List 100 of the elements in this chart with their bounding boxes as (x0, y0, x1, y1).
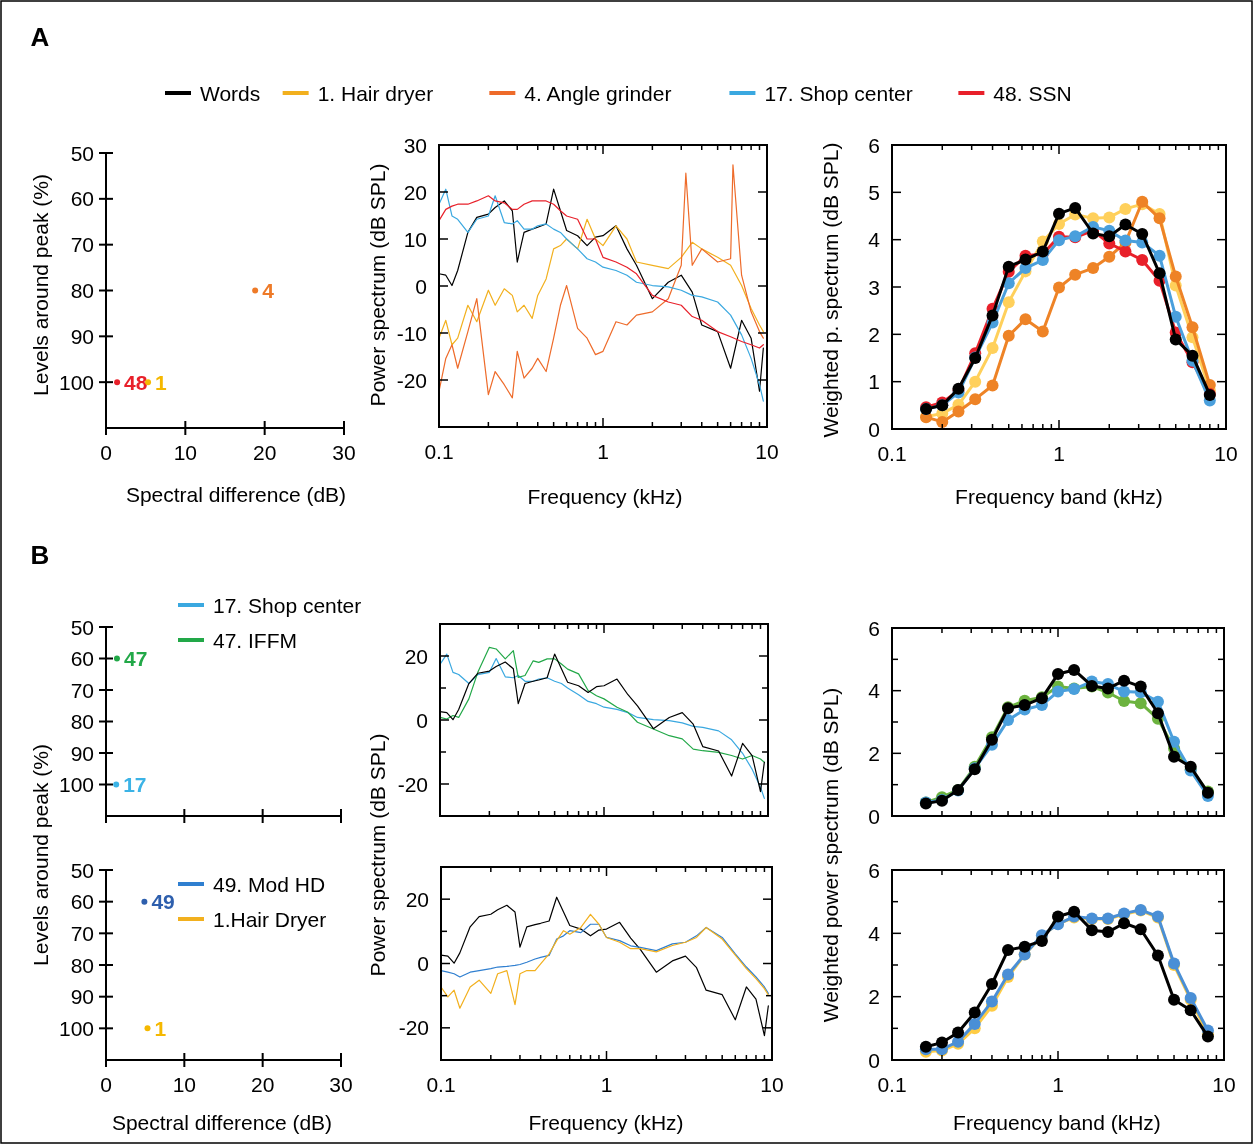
x-tick-label: 0.1 (426, 1072, 456, 1096)
point (1053, 234, 1065, 247)
point (1069, 268, 1082, 281)
y-tick-label: 50 (70, 858, 94, 882)
point (1068, 905, 1081, 918)
legend-label: 17. Shop center (213, 593, 362, 617)
x-tick-label: 20 (250, 1072, 275, 1096)
x-tick-label: 0 (100, 440, 112, 464)
point (985, 978, 998, 990)
point (1151, 707, 1164, 720)
point (1053, 281, 1065, 294)
point (1019, 313, 1032, 326)
series-label: 4 (262, 279, 275, 302)
x-tick-label: 10 (1212, 1072, 1236, 1096)
x-axis-title: Frequency band (kHz) (955, 484, 1163, 508)
point (1101, 682, 1114, 695)
y-axis-title: Weighted power spectrum (dB SPL) (818, 687, 842, 1023)
x-axis-title: Spectral difference (dB) (111, 1110, 333, 1134)
y-tick-label: -20 (397, 772, 428, 796)
y-tick-label: 90 (70, 741, 94, 765)
point (969, 393, 982, 406)
y-tick-label: 60 (70, 647, 94, 670)
y-tick-label: 0 (868, 804, 880, 828)
x-tick-label: 0.1 (424, 439, 454, 463)
point (1119, 245, 1132, 258)
point (1136, 254, 1149, 267)
point (1186, 321, 1199, 334)
x-tick-label: 10 (760, 1072, 784, 1096)
y-tick-label: 4 (868, 921, 881, 945)
x-tick-label: 1 (597, 439, 609, 463)
point (1087, 262, 1100, 275)
y-tick-label: 4 (868, 679, 881, 703)
y-tick-label: 6 (868, 133, 880, 157)
y-tick-label: 20 (404, 644, 428, 668)
point (1068, 663, 1081, 676)
point (1151, 949, 1164, 962)
point (1169, 333, 1182, 346)
point (986, 342, 999, 355)
point (1168, 993, 1181, 1006)
x-tick-label: 30 (332, 440, 356, 464)
y-tick-label: 100 (58, 773, 94, 796)
y-tick-label: 4 (868, 228, 881, 252)
y-tick-label: 80 (70, 953, 94, 977)
point (1184, 1004, 1197, 1017)
legend-label: 4. Angle grinder (524, 81, 672, 105)
point (1052, 668, 1064, 681)
point (1118, 917, 1131, 930)
point (935, 1036, 948, 1049)
y-tick-label: 50 (70, 141, 94, 165)
y-tick-label: 2 (868, 322, 880, 346)
point (1085, 924, 1098, 937)
point (1103, 250, 1116, 263)
point (1136, 227, 1149, 240)
x-tick-label: 30 (329, 1072, 353, 1096)
point (1119, 218, 1132, 231)
point (1118, 685, 1131, 698)
x-axis-title: Spectral difference (dB) (125, 482, 347, 506)
point (1134, 697, 1147, 710)
legend-label: 48. SSN (993, 81, 1072, 105)
y-tick-label: 30 (403, 133, 427, 157)
y-tick-label: 70 (70, 921, 94, 945)
chart-title: A (30, 22, 50, 52)
series-label: 47 (123, 647, 148, 670)
point (985, 995, 998, 1008)
x-tick-label: 10 (172, 1072, 197, 1096)
y-tick-label: 2 (868, 985, 880, 1009)
x-tick-label: 10 (173, 440, 198, 464)
point (1069, 201, 1082, 214)
y-axis-title: Weighted p. spectrum (dB SPL) (818, 142, 842, 438)
x-tick-label: 1 (1052, 1072, 1064, 1096)
legend-label: 1. Hair dryer (317, 81, 434, 105)
y-tick-label: -20 (396, 368, 427, 392)
y-tick-label: 0 (868, 417, 880, 441)
y-tick-label: 0 (868, 1048, 880, 1072)
y-tick-label: 70 (70, 678, 94, 702)
point (1186, 349, 1199, 362)
y-axis-title: Levels around peak (%) (28, 174, 52, 396)
y-tick-label: 90 (70, 985, 94, 1009)
y-tick-label: 10 (403, 227, 427, 251)
point (1036, 325, 1049, 338)
y-tick-label: 1 (868, 370, 880, 394)
point (986, 379, 999, 392)
legend-label: 47. IFFM (213, 628, 298, 652)
point (1035, 934, 1048, 947)
x-axis-title: Frequency (kHz) (528, 1110, 684, 1134)
point (1134, 680, 1147, 693)
y-tick-label: 100 (58, 1016, 94, 1040)
legend-label: 17. Shop center (764, 81, 913, 105)
series-label: 1 (154, 1016, 167, 1040)
y-axis-title: Levels around peak (%) (28, 744, 52, 966)
x-tick-label: 0 (100, 1072, 112, 1096)
point (1002, 329, 1015, 342)
y-tick-label: 20 (405, 887, 429, 911)
point (1019, 253, 1032, 266)
x-tick-label: 20 (252, 440, 277, 464)
series-label: 48 (124, 370, 148, 394)
point (1169, 270, 1182, 283)
point (1119, 202, 1132, 215)
point (1134, 923, 1147, 936)
point (1101, 926, 1114, 939)
